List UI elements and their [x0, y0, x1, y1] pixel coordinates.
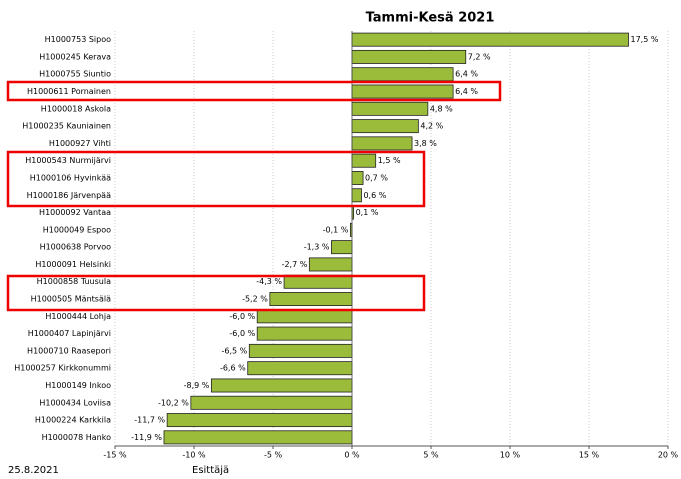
- y-tick-label: H1000434 Loviisa: [39, 398, 111, 407]
- y-tick-label: H1000755 Siuntio: [39, 70, 111, 79]
- data-label: 7,2 %: [468, 52, 491, 61]
- x-tick-label: -5 %: [264, 451, 283, 460]
- bar: [351, 188, 362, 203]
- data-label: -8,9 %: [184, 381, 210, 390]
- bar: [351, 136, 413, 151]
- data-label: -11,7 %: [134, 416, 165, 425]
- bar: [248, 343, 353, 358]
- data-label: -4,3 %: [256, 277, 282, 286]
- y-tick-label: H1000106 Hyvinkää: [30, 173, 111, 182]
- data-label: 0,7 %: [365, 173, 388, 182]
- data-label: 6,4 %: [455, 70, 478, 79]
- bar: [256, 309, 353, 324]
- bar: [308, 257, 353, 272]
- y-tick-label: H1000092 Vantaa: [39, 208, 111, 217]
- y-tick-label: H1000611 Pornainen: [27, 87, 111, 96]
- bar: [351, 32, 629, 47]
- data-label: -6,6 %: [220, 364, 246, 373]
- chart-title: Tammi-Kesä 2021: [366, 11, 495, 26]
- data-label: -10,2 %: [158, 398, 189, 407]
- data-label: 1,5 %: [378, 156, 401, 165]
- bar: [256, 326, 353, 341]
- y-tick-label: H1000245 Kerava: [39, 52, 111, 61]
- x-tick-label: 10 %: [500, 451, 521, 460]
- data-label: -6,5 %: [222, 346, 248, 355]
- footer-presenter: Esittäjä: [192, 465, 229, 476]
- bar: [210, 378, 353, 393]
- bar: [247, 361, 353, 376]
- x-tick-label: -15 %: [103, 451, 127, 460]
- x-tick-label: 20 %: [658, 451, 679, 460]
- data-label: 17,5 %: [631, 35, 659, 44]
- y-tick-label: H1000407 Lapinjärvi: [28, 329, 111, 338]
- data-label: 6,4 %: [455, 87, 478, 96]
- bar: [351, 171, 364, 185]
- bar: [190, 395, 353, 410]
- y-tick-label: H1000444 Lohja: [45, 312, 111, 321]
- y-tick-label: H1000186 Järvenpää: [27, 191, 111, 200]
- y-tick-label: H1000078 Hanko: [42, 433, 112, 442]
- x-tick-label: 0 %: [344, 451, 360, 460]
- data-label: 0,1 %: [356, 208, 379, 217]
- y-tick-label: H1000505 Mäntsälä: [31, 295, 111, 304]
- y-tick-label: H1000257 Kirkkonummi: [14, 364, 111, 373]
- y-tick-label: H1000091 Helsinki: [35, 260, 111, 269]
- data-label: -5,2 %: [242, 295, 268, 304]
- y-tick-label: H1000224 Karkkila: [35, 416, 111, 425]
- y-tick-label: H1000543 Nurmijärvi: [25, 156, 111, 165]
- y-tick-label: H1000049 Espoo: [43, 225, 111, 234]
- y-tick-label: H1000638 Porvoo: [40, 243, 112, 252]
- bar: [351, 84, 454, 99]
- y-tick-label: H1000710 Raasepori: [27, 346, 111, 355]
- y-tick-label: H1000858 Tuusula: [37, 277, 111, 286]
- highlight-box: [6, 80, 502, 102]
- bar: [351, 67, 454, 82]
- bar: [163, 430, 353, 445]
- x-tick-label: 15 %: [579, 451, 600, 460]
- footer-date: 25.8.2021: [8, 465, 59, 476]
- x-tick-label: 5 %: [423, 451, 439, 460]
- bar: [351, 101, 429, 116]
- bar: [351, 153, 377, 168]
- y-tick-label: H1000927 Vihti: [49, 139, 111, 148]
- data-label: -6,0 %: [229, 329, 255, 338]
- data-label: 4,2 %: [420, 122, 443, 131]
- bar: [331, 240, 353, 255]
- data-label: 4,8 %: [430, 104, 453, 113]
- data-label: 3,8 %: [414, 139, 437, 148]
- data-label: -6,0 %: [229, 312, 255, 321]
- y-tick-label: H1000018 Askola: [41, 104, 111, 113]
- bar: [166, 413, 353, 428]
- data-label: 0,6 %: [363, 191, 386, 200]
- bar: [269, 292, 353, 306]
- y-tick-label: H1000149 Inkoo: [45, 381, 111, 390]
- highlight-box: [6, 274, 426, 312]
- data-label: -11,9 %: [131, 433, 162, 442]
- data-label: -2,7 %: [282, 260, 308, 269]
- x-tick-label: -10 %: [182, 451, 206, 460]
- bar: [351, 119, 419, 134]
- highlight-box: [6, 150, 426, 208]
- y-tick-label: H1000753 Sipoo: [45, 35, 111, 44]
- plot: -15 % -10 % -5 % 0 % 5 % 10 % 15 % 20 % H1000753…: [14, 31, 679, 460]
- data-label: -0,1 %: [323, 225, 349, 234]
- data-label: -1,3 %: [304, 243, 330, 252]
- y-tick-label: H1000235 Kauniainen: [22, 122, 111, 131]
- bar: [351, 49, 467, 64]
